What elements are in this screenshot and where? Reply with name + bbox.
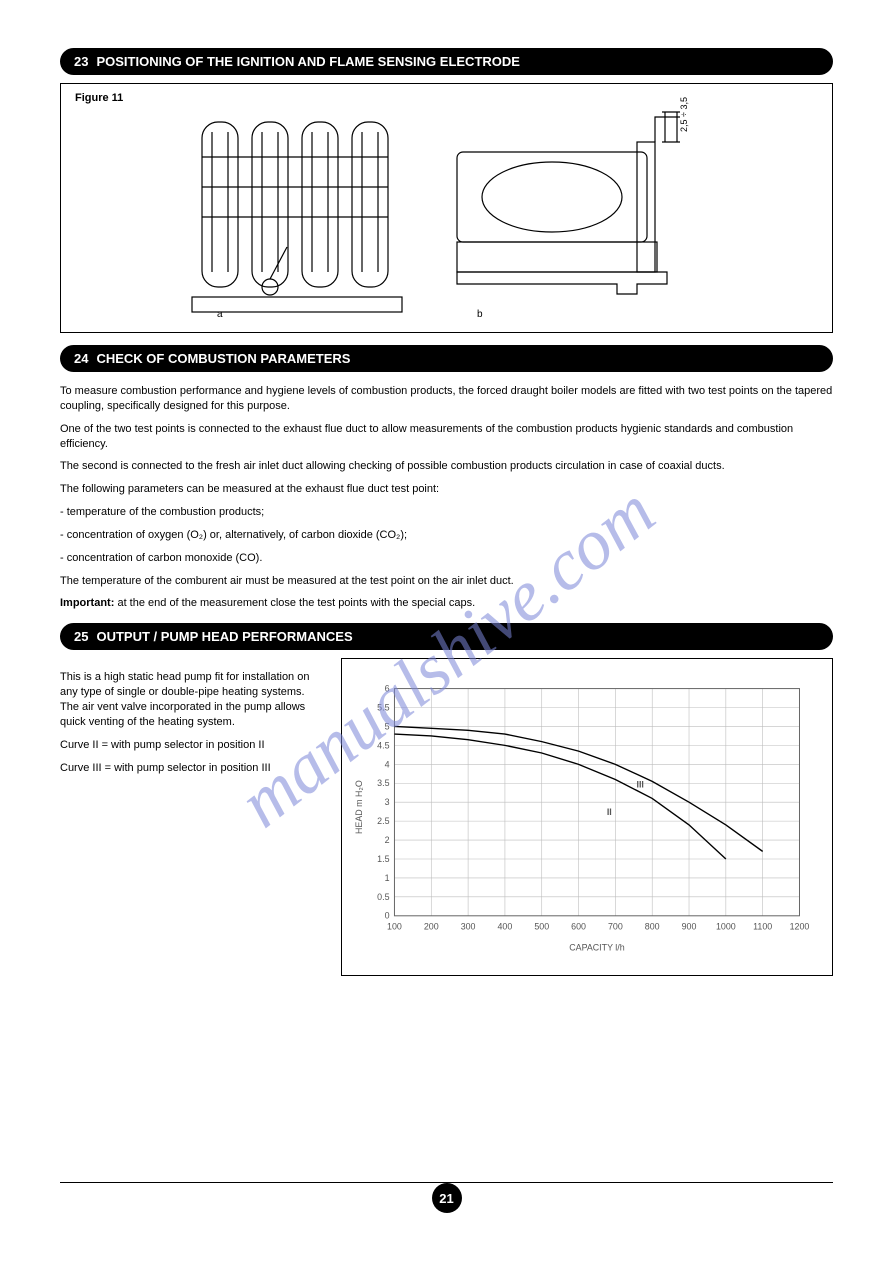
pump-chart-box: III II 0 0.5 1 1.5 2 2.5 3 3.5 4 4.5 5 5.5 6 100 200 3… — [341, 658, 833, 976]
svg-text:6: 6 — [384, 684, 389, 694]
svg-text:0: 0 — [384, 911, 389, 921]
svg-text:100: 100 — [387, 922, 402, 932]
list-item: - temperature of the combustion products… — [60, 505, 833, 520]
section-title: POSITIONING OF THE IGNITION AND FLAME SE… — [96, 54, 519, 69]
curve-label-III: III — [636, 780, 643, 790]
svg-text:200: 200 — [424, 922, 439, 932]
section-title: OUTPUT / PUMP HEAD PERFORMANCES — [96, 629, 352, 644]
page-number: 21 — [439, 1191, 453, 1206]
figure-label: Figure 11 — [75, 92, 123, 104]
list-item: - concentration of carbon monoxide (CO). — [60, 551, 833, 566]
svg-text:0.5: 0.5 — [377, 892, 389, 902]
svg-text:2: 2 — [384, 835, 389, 845]
svg-text:300: 300 — [461, 922, 476, 932]
para: The temperature of the comburent air mus… — [60, 574, 833, 589]
curve-legend: Curve III = with pump selector in positi… — [60, 761, 323, 776]
svg-text:4.5: 4.5 — [377, 741, 389, 751]
svg-text:700: 700 — [608, 922, 623, 932]
important-text: at the end of the measurement close the … — [117, 597, 475, 609]
list-item: - concentration of oxygen (O₂) or, alter… — [60, 528, 833, 543]
para-important: Important: at the end of the measurement… — [60, 596, 833, 611]
svg-text:1: 1 — [384, 873, 389, 883]
section-header-pump: 25 OUTPUT / PUMP HEAD PERFORMANCES — [60, 623, 833, 650]
para: The second is connected to the fresh air… — [60, 459, 833, 474]
svg-text:1.5: 1.5 — [377, 854, 389, 864]
svg-text:600: 600 — [571, 922, 586, 932]
svg-text:4: 4 — [384, 760, 389, 770]
curve-label-II: II — [607, 807, 612, 817]
important-prefix: Important: — [60, 597, 117, 609]
svg-text:800: 800 — [645, 922, 660, 932]
figure-11-box: Figure 11 — [60, 83, 833, 333]
section-header-combustion: 24 CHECK OF COMBUSTION PARAMETERS — [60, 345, 833, 372]
para: One of the two test points is connected … — [60, 422, 833, 452]
para: To measure combustion performance and hy… — [60, 384, 833, 414]
section-25-text: This is a high static head pump fit for … — [60, 670, 323, 783]
svg-text:2.5: 2.5 — [377, 816, 389, 826]
burner-front-diagram: a — [187, 112, 407, 322]
section-number: 24 — [74, 351, 88, 366]
section-number: 23 — [74, 54, 88, 69]
burner-side-diagram: 2,5 ÷ 3,5 b — [447, 92, 707, 322]
callout-b: b — [477, 309, 483, 320]
section-header-electrode: 23 POSITIONING OF THE IGNITION AND FLAME… — [60, 48, 833, 75]
svg-text:3.5: 3.5 — [377, 778, 389, 788]
svg-text:900: 900 — [681, 922, 696, 932]
para: The following parameters can be measured… — [60, 482, 833, 497]
section-number: 25 — [74, 629, 88, 644]
page-number-badge: 21 — [432, 1183, 462, 1213]
svg-text:1200: 1200 — [789, 922, 809, 932]
dimension-label: 2,5 ÷ 3,5 — [679, 97, 689, 132]
svg-text:1000: 1000 — [716, 922, 736, 932]
svg-text:500: 500 — [534, 922, 549, 932]
svg-text:5: 5 — [384, 722, 389, 732]
section-24-body: To measure combustion performance and hy… — [60, 384, 833, 611]
section-title: CHECK OF COMBUSTION PARAMETERS — [96, 351, 350, 366]
pump-head-chart: III II 0 0.5 1 1.5 2 2.5 3 3.5 4 4.5 5 5.5 6 100 200 3… — [350, 667, 824, 967]
curve-legend: Curve II = with pump selector in positio… — [60, 738, 323, 753]
svg-text:5.5: 5.5 — [377, 703, 389, 713]
y-axis-label: HEAD m H₂O — [354, 780, 364, 834]
x-axis-label: CAPACITY l/h — [569, 943, 624, 953]
svg-text:1100: 1100 — [753, 922, 772, 932]
para: This is a high static head pump fit for … — [60, 670, 323, 729]
svg-text:3: 3 — [384, 797, 389, 807]
callout-a: a — [217, 309, 223, 320]
svg-text:400: 400 — [497, 922, 512, 932]
